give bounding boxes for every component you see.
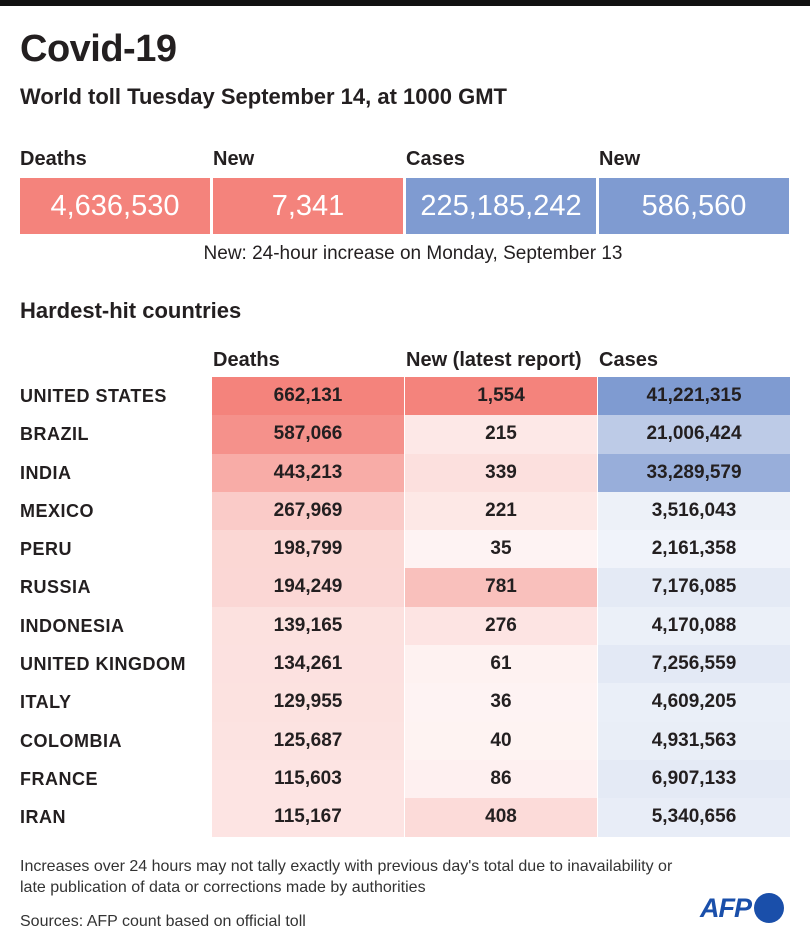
new-deaths-cell: 408 [405, 798, 597, 837]
chart-title: Covid-19 [20, 28, 177, 70]
deaths-cell: 115,167 [212, 798, 404, 837]
table-row: MEXICO 267,969 221 3,516,043 [0, 491, 810, 531]
cases-cell: 4,170,088 [598, 606, 790, 646]
new-deaths-cell: 36 [405, 683, 597, 722]
footnote: Increases over 24 hours may not tally ex… [20, 858, 673, 896]
cases-cell: 2,161,358 [598, 530, 790, 569]
afp-logo: AFP [700, 890, 784, 926]
country-name: RUSSIA [20, 577, 92, 598]
total-new-deaths-value: 7,341 [213, 178, 403, 234]
country-name: ITALY [20, 692, 72, 713]
deaths-cell: 662,131 [212, 377, 404, 416]
afp-logo-dot-icon [754, 893, 784, 923]
table-row: INDIA 443,213 339 33,289,579 [0, 453, 810, 492]
column-header-new: New (latest report) [406, 349, 582, 371]
country-name: BRAZIL [20, 424, 89, 445]
table-row: IRAN 115,167 408 5,340,656 [0, 798, 810, 837]
new-deaths-cell: 40 [405, 721, 597, 760]
section-title: Hardest-hit countries [20, 298, 242, 323]
new-definition-note: New: 24-hour increase on Monday, Septemb… [203, 243, 623, 264]
table-row: PERU 198,799 35 2,161,358 [0, 530, 810, 569]
afp-logo-text: AFP [700, 892, 752, 923]
chart-subtitle: World toll Tuesday September 14, at 1000… [20, 84, 507, 109]
deaths-cell: 134,261 [212, 645, 404, 684]
total-cases-value: 225,185,242 [406, 178, 596, 234]
column-header-cases: Cases [599, 349, 658, 371]
table-row: FRANCE 115,603 86 6,907,133 [0, 759, 810, 799]
country-name: MEXICO [20, 500, 95, 521]
cases-cell: 3,516,043 [598, 491, 790, 531]
country-name: UNITED STATES [20, 386, 167, 406]
country-name: COLOMBIA [20, 730, 122, 751]
total-new-cases-label: New [599, 148, 641, 170]
new-deaths-cell: 781 [405, 568, 597, 607]
deaths-cell: 115,603 [212, 759, 404, 799]
table-row: COLOMBIA 125,687 40 4,931,563 [0, 721, 810, 760]
deaths-cell: 198,799 [212, 530, 404, 569]
deaths-cell: 129,955 [212, 683, 404, 722]
deaths-cell: 139,165 [212, 606, 404, 646]
new-deaths-cell: 215 [405, 415, 597, 454]
new-deaths-cell: 1,554 [405, 377, 597, 416]
country-table: UNITED STATES 662,131 1,554 41,221,315 BRAZI… [0, 377, 810, 837]
cases-cell: 6,907,133 [598, 759, 790, 799]
new-deaths-cell: 221 [405, 491, 597, 531]
new-deaths-cell: 35 [405, 530, 597, 569]
cases-cell: 7,256,559 [598, 645, 790, 684]
country-name: INDONESIA [20, 615, 125, 636]
table-row: RUSSIA 194,249 781 7,176,085 [0, 568, 810, 607]
deaths-cell: 267,969 [212, 491, 404, 531]
country-name: INDIA [20, 462, 72, 483]
country-name: PERU [20, 539, 73, 560]
cases-cell: 7,176,085 [598, 568, 790, 607]
top-rule [0, 0, 810, 6]
deaths-cell: 587,066 [212, 415, 404, 454]
new-deaths-cell: 276 [405, 606, 597, 646]
country-name: UNITED KINGDOM [20, 654, 186, 675]
table-row: ITALY 129,955 36 4,609,205 [0, 683, 810, 722]
total-deaths-label: Deaths [20, 148, 87, 170]
new-deaths-cell: 339 [405, 453, 597, 492]
total-deaths-value: 4,636,530 [20, 178, 210, 234]
deaths-cell: 194,249 [212, 568, 404, 607]
cases-cell: 21,006,424 [598, 415, 790, 454]
cases-cell: 4,609,205 [598, 683, 790, 722]
new-deaths-cell: 61 [405, 645, 597, 684]
column-header-deaths: Deaths [213, 349, 280, 371]
table-row: UNITED STATES 662,131 1,554 41,221,315 [0, 377, 810, 416]
cases-cell: 5,340,656 [598, 798, 790, 837]
table-row: INDONESIA 139,165 276 4,170,088 [0, 606, 810, 646]
cases-cell: 33,289,579 [598, 453, 790, 492]
deaths-cell: 125,687 [212, 721, 404, 760]
new-deaths-cell: 86 [405, 759, 597, 799]
total-new-deaths-label: New [213, 148, 255, 170]
cases-cell: 41,221,315 [598, 377, 790, 416]
source-note: Sources: AFP count based on official tol… [20, 913, 306, 930]
cases-cell: 4,931,563 [598, 721, 790, 760]
table-row: BRAZIL 587,066 215 21,006,424 [0, 415, 810, 454]
country-name: IRAN [20, 807, 66, 828]
table-row: UNITED KINGDOM 134,261 61 7,256,559 [0, 645, 810, 684]
country-name: FRANCE [20, 768, 98, 789]
total-cases-label: Cases [406, 148, 465, 170]
deaths-cell: 443,213 [212, 453, 404, 492]
total-new-cases-value: 586,560 [599, 178, 789, 234]
